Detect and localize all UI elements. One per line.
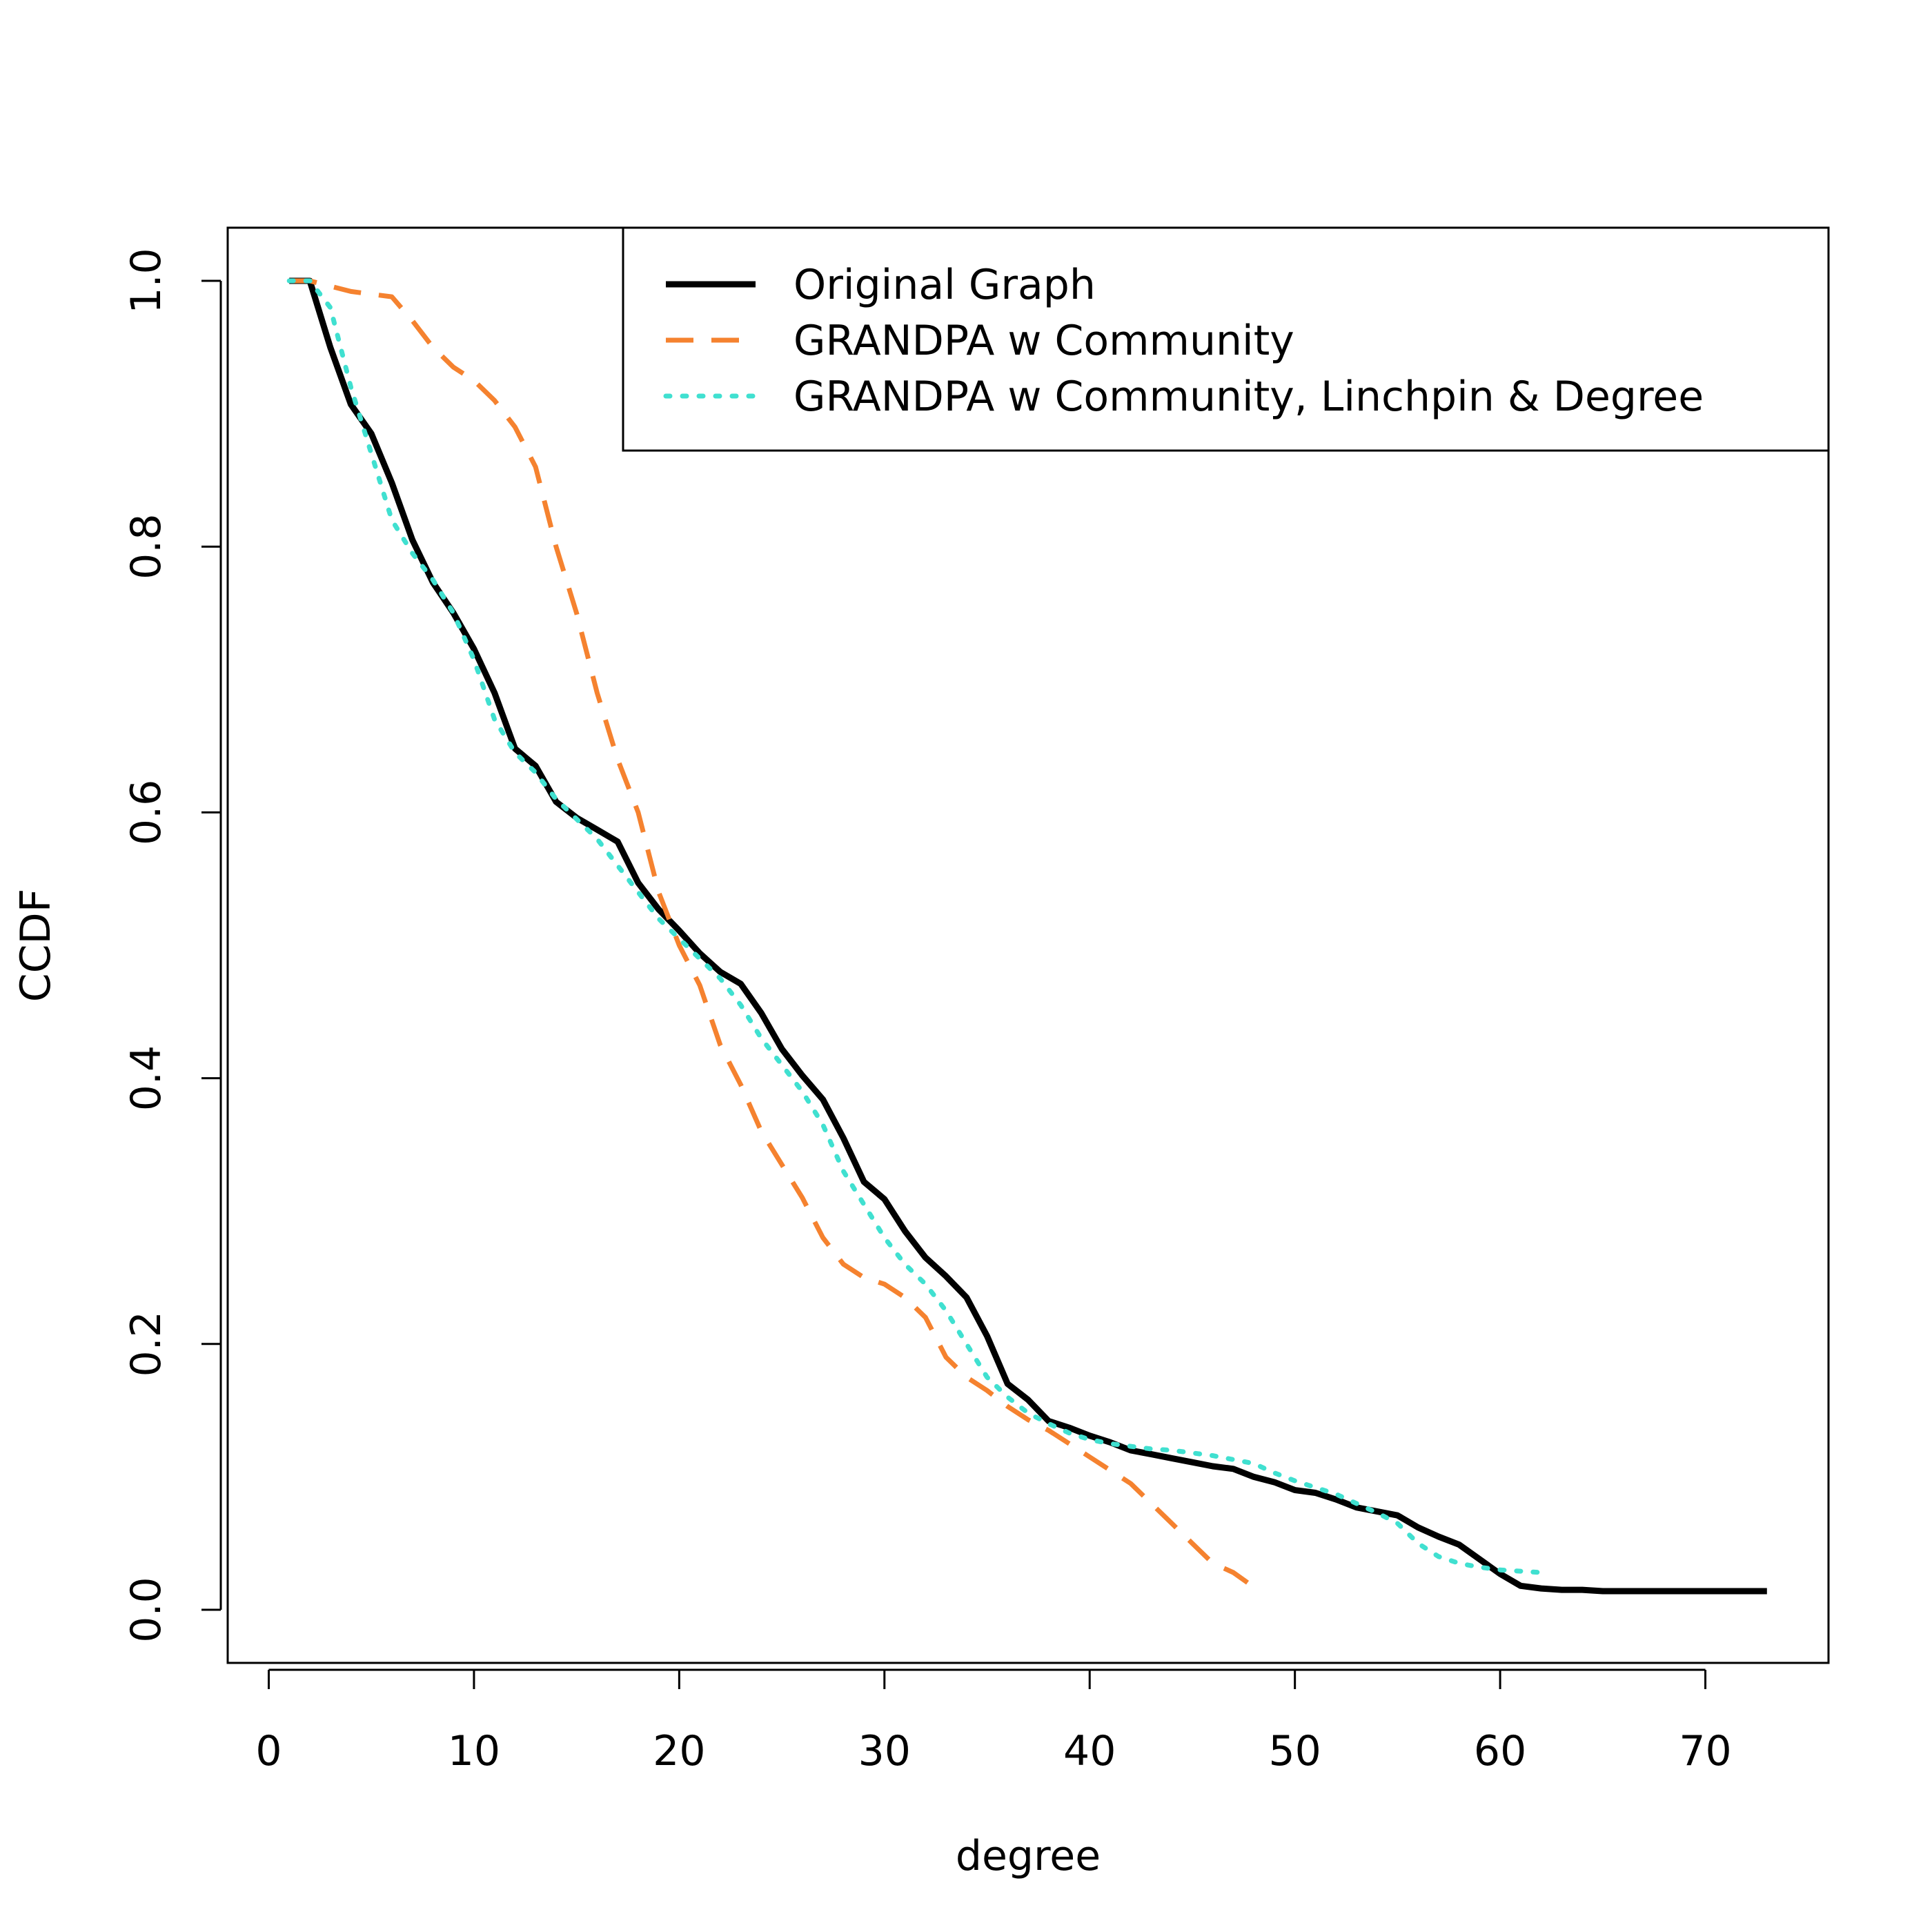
series-line-2 <box>289 278 1256 1590</box>
x-axis: 0 10 20 30 40 50 60 70 <box>255 1668 1732 1775</box>
x-tick-label-0: 0 <box>255 1727 282 1775</box>
legend-label-1: Original Graph <box>793 261 1096 309</box>
series-layer <box>286 277 1767 1595</box>
x-tick-label-6: 60 <box>1474 1727 1526 1775</box>
legend: Original Graph GRANDPA w Community GRANDPA… <box>622 226 1830 452</box>
y-axis-label: CCDF <box>12 889 60 1003</box>
x-tick-label-7: 70 <box>1679 1727 1731 1775</box>
y-tick-label-2: 0.4 <box>122 1045 170 1111</box>
y-axis: 0.0 0.2 0.4 0.6 0.8 1.0 <box>122 248 222 1643</box>
legend-box <box>622 226 1830 452</box>
x-tick-label-3: 30 <box>858 1727 911 1775</box>
y-tick-label-3: 0.6 <box>122 780 170 845</box>
y-tick-label-0: 0.0 <box>122 1577 170 1642</box>
series-line-1 <box>289 277 1767 1595</box>
x-axis-label: degree <box>956 1832 1101 1880</box>
y-tick-label-1: 0.2 <box>122 1311 170 1377</box>
x-tick-label-4: 40 <box>1063 1727 1116 1775</box>
y-tick-label-5: 1.0 <box>122 248 170 313</box>
x-tick-label-5: 50 <box>1268 1727 1321 1775</box>
legend-label-3: GRANDPA w Community, Linchpin & Degree <box>793 373 1704 421</box>
x-tick-label-2: 20 <box>653 1727 705 1775</box>
y-tick-label-4: 0.8 <box>122 513 170 579</box>
legend-label-2: GRANDPA w Community <box>793 317 1294 365</box>
x-tick-label-1: 10 <box>448 1727 500 1775</box>
